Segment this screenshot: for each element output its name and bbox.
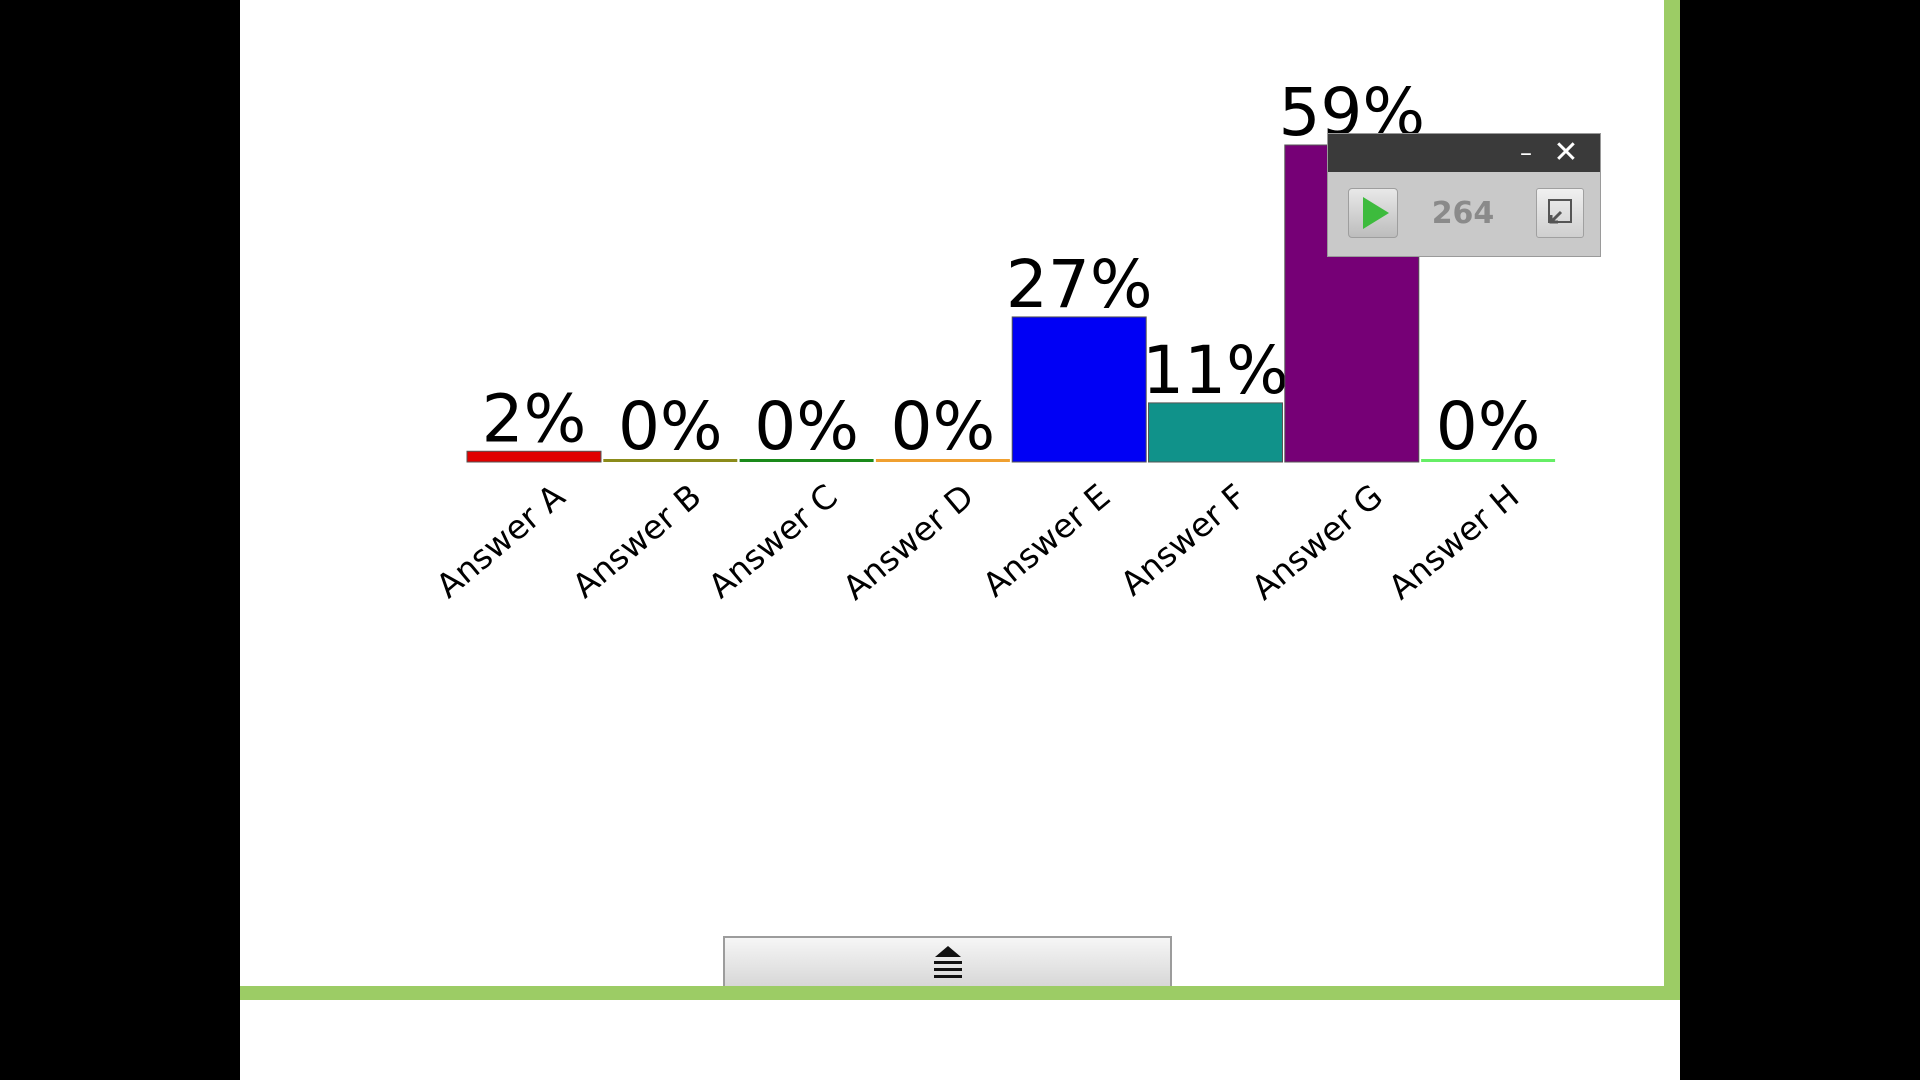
bar-value-label: 0% — [754, 388, 859, 465]
tray-toggle-button[interactable] — [723, 936, 1172, 986]
category-label: Answer A — [429, 476, 573, 606]
bar-value-label: 11% — [1142, 332, 1289, 409]
response-count: 264 — [1431, 196, 1495, 231]
expand-button[interactable] — [1536, 188, 1584, 238]
response-mini-panel: – ✕ 264 — [1327, 133, 1601, 257]
category-label: Answer B — [565, 476, 709, 605]
play-icon — [1363, 197, 1389, 229]
bar-answer-h — [1421, 459, 1556, 462]
eject-icon — [934, 946, 962, 978]
category-label: Answer D — [835, 476, 981, 607]
bar-answer-a — [466, 450, 602, 463]
expand-icon — [1548, 199, 1572, 224]
category-label: Answer E — [975, 476, 1117, 604]
frame-border-right — [1664, 0, 1680, 1000]
category-label: Answer C — [701, 476, 845, 606]
bar-value-label: 0% — [1436, 388, 1541, 465]
category-label: Answer F — [1113, 476, 1254, 603]
bar-answer-f — [1148, 402, 1283, 463]
bar-value-label: 27% — [1006, 246, 1153, 323]
category-label: Answer G — [1244, 476, 1390, 607]
bar-value-label: 0% — [891, 388, 996, 465]
bar-answer-d — [875, 459, 1010, 462]
bar-value-label: 2% — [482, 380, 587, 457]
mini-panel-titlebar[interactable]: – ✕ — [1328, 134, 1600, 172]
bar-answer-b — [603, 459, 738, 462]
bar-value-label: 0% — [618, 388, 723, 465]
category-label: Answer H — [1381, 476, 1526, 607]
play-button[interactable] — [1348, 188, 1398, 238]
bar-answer-c — [739, 459, 874, 462]
minimize-icon[interactable]: – — [1520, 139, 1532, 167]
bar-answer-e — [1011, 316, 1147, 463]
close-icon[interactable]: ✕ — [1553, 135, 1579, 170]
frame-border-bottom — [240, 986, 1680, 1000]
